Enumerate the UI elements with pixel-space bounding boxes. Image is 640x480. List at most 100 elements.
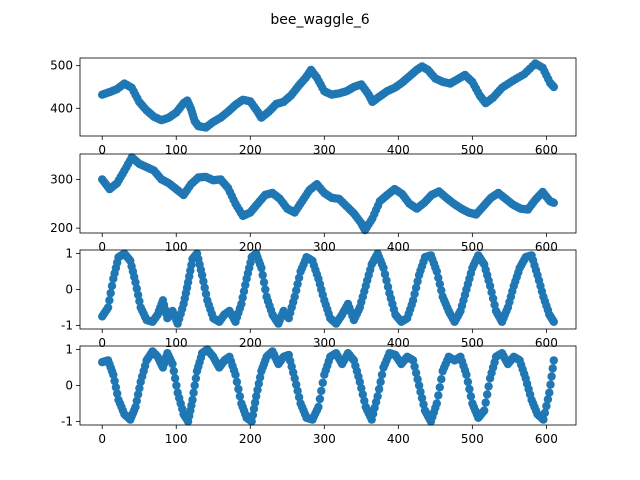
data-point bbox=[454, 309, 464, 318]
x-tick-label: 500 bbox=[461, 432, 484, 446]
data-point bbox=[315, 394, 325, 404]
data-point bbox=[366, 265, 375, 274]
subplot-1-points bbox=[98, 59, 558, 132]
data-point bbox=[543, 305, 553, 315]
data-point bbox=[478, 257, 487, 267]
data-point bbox=[508, 287, 517, 296]
data-point bbox=[410, 362, 419, 371]
x-tick-label: 100 bbox=[165, 336, 188, 350]
data-point bbox=[484, 276, 493, 285]
data-point bbox=[289, 368, 298, 377]
data-point bbox=[431, 263, 440, 272]
data-point bbox=[360, 396, 369, 405]
data-point bbox=[484, 382, 493, 391]
subplot-2-points bbox=[98, 153, 558, 235]
data-point bbox=[201, 289, 211, 299]
x-tick-label: 100 bbox=[165, 240, 188, 254]
x-tick-label: 0 bbox=[98, 143, 106, 157]
x-tick-label: 600 bbox=[535, 432, 558, 446]
data-point bbox=[376, 377, 385, 387]
x-tick-label: 500 bbox=[461, 336, 484, 350]
data-point bbox=[366, 217, 375, 226]
data-point bbox=[178, 304, 187, 313]
data-point bbox=[460, 290, 470, 300]
data-point bbox=[135, 297, 144, 306]
data-point bbox=[187, 401, 196, 410]
subplot-4-points bbox=[98, 345, 558, 426]
data-point bbox=[189, 388, 198, 397]
x-tick-label: 400 bbox=[387, 336, 410, 350]
data-point bbox=[548, 315, 557, 325]
y-tick-label: 200 bbox=[50, 221, 73, 235]
data-point bbox=[478, 408, 487, 417]
data-point bbox=[294, 273, 304, 282]
data-point bbox=[542, 401, 551, 411]
data-point bbox=[466, 269, 476, 278]
data-point bbox=[113, 389, 122, 398]
data-point bbox=[434, 273, 443, 282]
data-point bbox=[140, 361, 150, 370]
data-point bbox=[525, 390, 535, 399]
data-point bbox=[253, 385, 262, 395]
data-point bbox=[483, 390, 492, 399]
data-point bbox=[248, 410, 258, 420]
data-point bbox=[318, 378, 327, 387]
y-tick-label: -1 bbox=[61, 318, 73, 332]
subplot-1-frame bbox=[79, 57, 577, 137]
data-point bbox=[413, 277, 422, 286]
data-point bbox=[178, 404, 187, 413]
data-point bbox=[132, 396, 141, 405]
data-point bbox=[488, 294, 498, 303]
data-point bbox=[241, 280, 250, 290]
data-point bbox=[182, 283, 192, 292]
y-tick-label: 0 bbox=[65, 379, 73, 393]
data-point bbox=[514, 268, 523, 277]
data-point bbox=[312, 406, 322, 415]
x-tick-label: 600 bbox=[535, 143, 558, 157]
data-point bbox=[238, 293, 247, 302]
x-tick-label: 500 bbox=[461, 143, 484, 157]
data-point bbox=[548, 198, 558, 207]
data-point bbox=[130, 272, 139, 282]
data-point bbox=[548, 81, 558, 91]
data-point bbox=[463, 377, 473, 387]
subplot-1: 0 100 200 300 400 500 600 400 500 bbox=[50, 57, 577, 157]
x-tick-label: 100 bbox=[165, 143, 188, 157]
data-point bbox=[354, 306, 363, 315]
data-point bbox=[107, 366, 117, 376]
data-point bbox=[254, 379, 263, 388]
data-point bbox=[135, 384, 144, 393]
y-tick-label: 400 bbox=[50, 101, 73, 115]
data-point bbox=[377, 370, 387, 379]
data-point bbox=[383, 282, 393, 291]
data-point bbox=[106, 288, 115, 298]
figure-title: bee_waggle_6 bbox=[270, 12, 369, 28]
data-point bbox=[196, 265, 206, 274]
data-point bbox=[102, 305, 111, 314]
data-point bbox=[249, 404, 259, 413]
data-point bbox=[374, 384, 384, 394]
data-point bbox=[481, 398, 490, 407]
x-tick-label: 300 bbox=[313, 336, 336, 350]
data-point bbox=[354, 372, 363, 381]
data-point bbox=[413, 375, 422, 384]
data-point bbox=[540, 408, 550, 418]
data-point bbox=[410, 289, 419, 299]
data-point bbox=[235, 392, 245, 401]
data-point bbox=[435, 279, 444, 289]
data-point bbox=[107, 281, 117, 291]
x-tick-label: 200 bbox=[239, 432, 262, 446]
subplot-4: 0 100 200 300 400 500 600 -1 0 1 bbox=[61, 343, 577, 446]
data-point bbox=[252, 392, 261, 401]
data-point bbox=[371, 397, 381, 407]
data-point bbox=[548, 364, 557, 373]
data-point bbox=[250, 398, 260, 407]
data-point bbox=[292, 286, 301, 295]
x-tick-label: 600 bbox=[535, 336, 558, 350]
data-point bbox=[246, 258, 255, 267]
data-point bbox=[169, 366, 178, 376]
data-point bbox=[466, 392, 476, 401]
data-point bbox=[232, 377, 242, 387]
data-point bbox=[312, 270, 322, 279]
